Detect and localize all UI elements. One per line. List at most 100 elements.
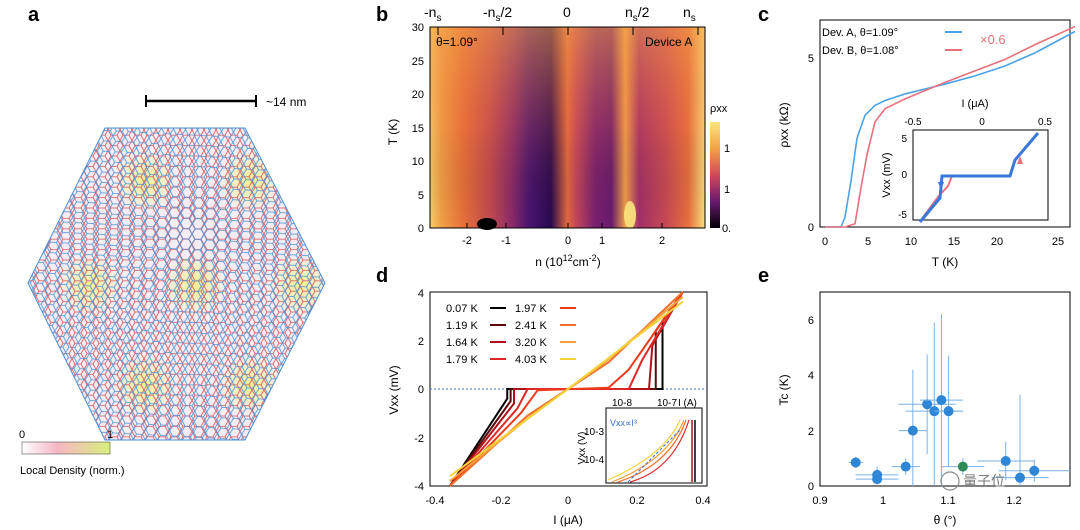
panel-label-c: c: [758, 4, 770, 26]
svg-text:10-4: 10-4: [584, 455, 604, 466]
svg-text:ns: ns: [683, 4, 696, 24]
svg-text:0: 0: [418, 384, 424, 396]
svg-text:2.41 K: 2.41 K: [515, 320, 547, 332]
svg-text:1.64 K: 1.64 K: [446, 337, 478, 349]
svg-text:-2: -2: [462, 235, 472, 247]
svg-text:Vxx (V): Vxx (V): [577, 432, 588, 465]
rho-xx-heatmap: [430, 27, 705, 230]
data-point-5: [922, 399, 933, 410]
svg-text:1.1: 1.1: [940, 495, 955, 507]
resistance-curves: [825, 25, 1076, 228]
iv-curve-4: [449, 291, 684, 487]
svg-text:4: 4: [418, 288, 424, 300]
svg-text:0: 0: [979, 117, 985, 128]
data-point-8: [943, 406, 954, 417]
x-tick-labels: 0 5 10 15 20 25: [822, 236, 1064, 248]
svg-text:0: 0: [565, 235, 571, 247]
y-tick-labels: 0 5: [808, 53, 814, 234]
data-point-6: [929, 406, 940, 417]
scale-bar-label: ~14 nm: [266, 95, 306, 109]
x-axis-label: I (μA): [553, 513, 583, 527]
top-density-labels: -ns -ns/2 0 ns/2 ns: [424, 4, 696, 24]
svg-text:6: 6: [808, 315, 814, 327]
y-axis-label: Vxx (mV): [387, 365, 401, 414]
svg-text:0.1: 0.1: [722, 223, 730, 235]
svg-text:1.97 K: 1.97 K: [515, 303, 547, 315]
svg-text:1: 1: [880, 495, 886, 507]
panel-label-e: e: [758, 265, 770, 287]
svg-text:10-3: 10-3: [584, 427, 604, 438]
theta-label: θ=1.09°: [436, 35, 478, 49]
data-point-12: [1029, 465, 1040, 476]
svg-text:4.03 K: 4.03 K: [515, 354, 547, 366]
svg-text:1.19 K: 1.19 K: [446, 320, 478, 332]
rho-colorbar: [710, 122, 720, 228]
svg-text:-0.4: -0.4: [426, 495, 445, 507]
svg-text:0: 0: [808, 222, 814, 234]
panel-label-a: a: [28, 4, 40, 26]
svg-text:0.4: 0.4: [695, 495, 710, 507]
svg-text:-1: -1: [501, 235, 511, 247]
svg-text:-ns/2: -ns/2: [483, 4, 512, 24]
svg-text:I (μA): I (μA): [961, 98, 988, 110]
y-tick-labels: 4 2 0 -2 -4: [414, 288, 424, 493]
svg-text:0: 0: [901, 170, 907, 181]
moire-lattice: [28, 128, 325, 440]
panel-c-resistance-chart: Dev. A, θ=1.09° Dev. B, θ=1.08° ×0.6 0 5…: [777, 19, 1076, 269]
x-axis-label: θ (°): [934, 513, 957, 527]
y-axis-label: T (K): [386, 119, 400, 145]
svg-text:0.07 K: 0.07 K: [446, 303, 478, 315]
colorbar-min: 0: [19, 429, 25, 441]
svg-text:I (A): I (A): [678, 398, 697, 409]
svg-text:10-8: 10-8: [612, 398, 632, 409]
device-label: Device A: [645, 35, 692, 49]
svg-text:30: 30: [412, 22, 424, 34]
x-axis-label: n (1012cm-2): [535, 253, 600, 269]
x-tick-labels: 0.9 1 1.1 1.2: [812, 495, 1021, 507]
svg-text:-0.2: -0.2: [492, 495, 511, 507]
svg-text:20: 20: [412, 89, 424, 101]
svg-text:-4: -4: [414, 481, 424, 493]
svg-text:10: 10: [905, 236, 917, 248]
svg-text:0.5: 0.5: [1038, 117, 1052, 128]
data-point-3: [900, 461, 911, 472]
svg-text:2: 2: [659, 235, 665, 247]
svg-text:5: 5: [865, 236, 871, 248]
svg-text:ns/2: ns/2: [625, 4, 650, 24]
legend-dev-a: Dev. A, θ=1.09°: [822, 27, 898, 39]
tc-scatter: [848, 314, 1070, 486]
svg-text:10-7: 10-7: [657, 398, 677, 409]
svg-text:量子位: 量子位: [963, 473, 1005, 489]
svg-text:0.2: 0.2: [629, 495, 644, 507]
svg-text:25: 25: [412, 56, 424, 68]
svg-text:15: 15: [948, 236, 960, 248]
svg-text:-0.5: -0.5: [904, 117, 922, 128]
colorbar-max: 1: [107, 429, 113, 441]
svg-text:1.2: 1.2: [1006, 495, 1021, 507]
resistance-curve-0: [825, 30, 1076, 228]
svg-text:3.20 K: 3.20 K: [515, 337, 547, 349]
plot-frame: [819, 291, 1071, 487]
svg-text:1: 1: [724, 184, 730, 196]
y-axis-label: Tc (K): [777, 374, 791, 405]
svg-text:Vxx∝I³: Vxx∝I³: [610, 418, 637, 428]
data-point-7: [936, 395, 947, 406]
svg-text:1: 1: [599, 235, 605, 247]
temperature-legend: 0.07 K 1.19 K 1.64 K 1.79 K 1.97 K 2.41 …: [446, 303, 576, 366]
panel-b-heatmap: -ns -ns/2 0 ns/2 ns θ=1.09° Device A -2 …: [386, 4, 730, 269]
colorbar-label: Local Density (norm.): [20, 465, 125, 477]
svg-text:0: 0: [563, 4, 571, 20]
svg-text:25: 25: [1052, 236, 1064, 248]
panel-label-d: d: [376, 265, 389, 287]
data-point-10: [1000, 456, 1011, 467]
svg-text:4: 4: [808, 370, 814, 382]
data-point-4: [907, 425, 918, 436]
svg-text:10: 10: [724, 143, 730, 155]
y-tick-labels: 0 5 10 15 20 25 30: [412, 22, 424, 235]
svg-text:5: 5: [418, 190, 424, 202]
x-axis-label: T (K): [932, 255, 958, 269]
resistance-curve-1: [825, 25, 1076, 228]
scale-bar: [145, 95, 257, 107]
data-point-0: [850, 457, 861, 468]
panel-d-iv-chart: 0.07 K 1.19 K 1.64 K 1.79 K 1.97 K 2.41 …: [387, 288, 711, 527]
